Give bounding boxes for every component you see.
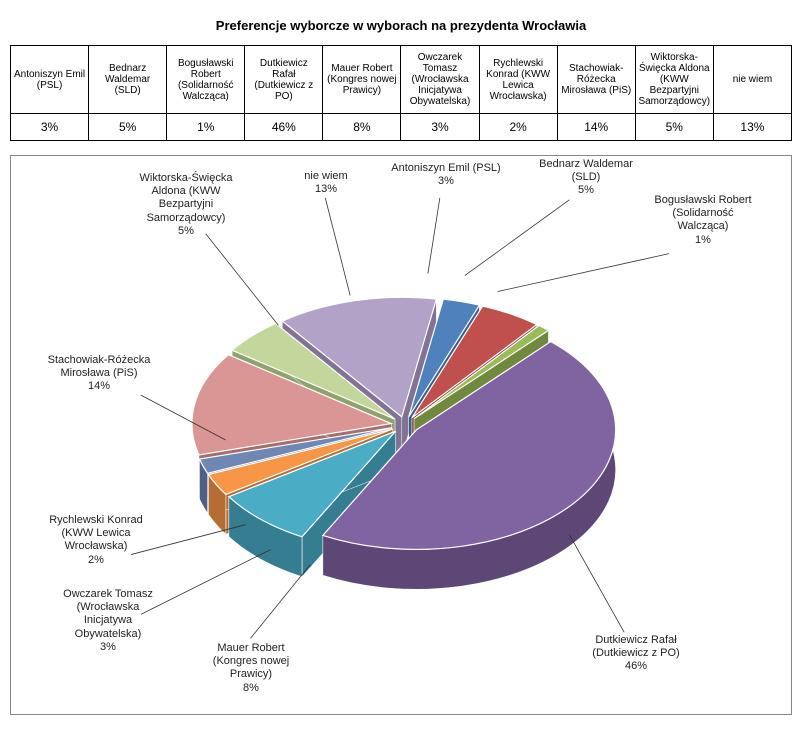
pie-svg <box>11 156 791 714</box>
col-header: Rychlewski Konrad (KWW Lewica Wrocławska… <box>479 46 557 114</box>
page-title: Preferencje wyborcze w wyborach na prezy… <box>10 10 792 45</box>
col-header: Owczarek Tomasz (Wrocławska Inicjatywa O… <box>401 46 479 114</box>
leader-line <box>569 535 624 633</box>
col-header: nie wiem <box>713 46 791 114</box>
leader-line <box>428 198 440 274</box>
col-value: 8% <box>323 114 401 141</box>
col-value: 46% <box>245 114 323 141</box>
col-header: Antoniszyn Emil (PSL) <box>11 46 89 114</box>
col-value: 3% <box>11 114 89 141</box>
leader-line <box>251 565 311 639</box>
col-header: Mauer Robert (Kongres nowej Prawicy) <box>323 46 401 114</box>
col-header: Wiktorska-Święcka Aldona (KWW Bezpartyjn… <box>635 46 713 114</box>
col-header: Dutkiewicz Rafał (Dutkiewicz z PO) <box>245 46 323 114</box>
pie-chart: Antoniszyn Emil (PSL) 3%Bednarz Waldemar… <box>10 155 792 715</box>
col-value: 5% <box>89 114 167 141</box>
col-value: 3% <box>401 114 479 141</box>
col-value: 2% <box>479 114 557 141</box>
leader-line <box>206 234 279 326</box>
leader-line <box>141 550 271 615</box>
leader-line <box>131 525 246 555</box>
results-table: Antoniszyn Emil (PSL)Bednarz Waldemar (S… <box>10 45 792 141</box>
col-header: Stachowiak-Różecka Mirosława (PiS) <box>557 46 635 114</box>
col-header: Bogusławski Robert (Solidarność Walcząca… <box>167 46 245 114</box>
leader-line <box>498 254 669 292</box>
col-header: Bednarz Waldemar (SLD) <box>89 46 167 114</box>
col-value: 5% <box>635 114 713 141</box>
col-value: 13% <box>713 114 791 141</box>
col-value: 14% <box>557 114 635 141</box>
leader-line <box>325 198 350 296</box>
col-value: 1% <box>167 114 245 141</box>
leader-line <box>465 200 570 276</box>
